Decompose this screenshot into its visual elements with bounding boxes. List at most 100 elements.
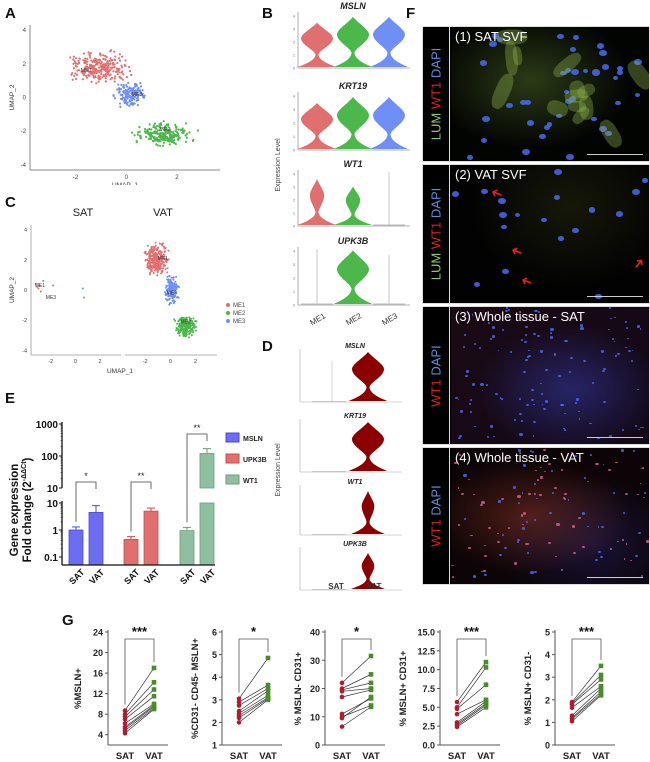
umap-plot-a: 4 2 0 -2 -4 -2 0 2 UMAP_1 UMAP_2 ME1 ME3 ME2	[9, 25, 220, 185]
pair-line	[341, 655, 372, 684]
x-tick: SAT	[178, 567, 198, 587]
x-tick: VAT	[259, 751, 277, 762]
y-tick: 0	[315, 741, 320, 751]
vat-point	[151, 687, 157, 692]
svg-text:2: 2	[293, 199, 295, 203]
svg-text:3: 3	[293, 263, 295, 267]
y-tick: 100	[41, 452, 58, 463]
micrograph-1: LUM WT1 DAPI (1) SAT SVF	[422, 26, 650, 162]
pair-line	[571, 679, 602, 705]
pair-line	[456, 707, 487, 728]
sat-point	[339, 689, 345, 694]
legend-label: WT1	[243, 478, 258, 485]
svg-text:ME1: ME1	[158, 256, 169, 262]
svg-text:-4: -4	[22, 348, 27, 354]
pair-line	[456, 661, 487, 703]
y-tick: 7.5	[422, 684, 435, 694]
bar-chart-e: 1000 100 10 10 1 0.1 Gene expression Fold chang…	[9, 420, 267, 587]
y-tick: 4	[98, 730, 103, 740]
sat-point	[236, 699, 242, 705]
pair-line	[456, 704, 487, 726]
y-tick: 10	[47, 484, 59, 495]
svg-text:4: 4	[293, 250, 295, 254]
gene-title: KRT19	[339, 81, 367, 91]
significance-marker: *	[354, 624, 360, 639]
legend-swatch	[225, 432, 240, 443]
x-tick: VAT	[592, 751, 610, 762]
vat-point	[368, 653, 374, 659]
significance-marker: **	[193, 423, 201, 433]
sat-point	[236, 720, 242, 725]
vat-point	[483, 682, 489, 688]
gene-title: UPK3B	[338, 236, 369, 246]
significance-marker: *	[84, 471, 88, 481]
y-tick: 20	[93, 648, 103, 658]
x-tick: VAT	[477, 751, 495, 762]
svg-text:-2: -2	[48, 359, 53, 365]
pair-line	[124, 695, 155, 720]
significance-marker: ***	[464, 624, 480, 639]
panel-label-b: B	[262, 5, 273, 22]
svg-text:2: 2	[293, 122, 295, 126]
y-axis-label-2: Fold change (2-ΔΔCt)	[21, 457, 34, 562]
micrograph-image: (3) Whole tissue - SAT	[451, 307, 649, 444]
x-tick: SAT	[116, 751, 134, 762]
panel-label-f: F	[406, 5, 416, 22]
panel-label-c: C	[5, 194, 16, 211]
micrograph-caption: (1) SAT SVF	[455, 29, 528, 44]
pair-line	[238, 697, 269, 716]
stain-label: WT1 DAPI	[423, 448, 450, 584]
sat-point	[236, 715, 242, 721]
sat-point	[339, 724, 345, 729]
y-tick: 5	[212, 650, 217, 660]
vat-point	[598, 677, 604, 682]
svg-text:2: 2	[24, 258, 27, 264]
y-tick: 0.0	[422, 741, 435, 751]
y-axis-label: % MSLN+ CD31+	[398, 650, 409, 726]
y-tick: 2	[23, 62, 27, 68]
y-tick: 3	[545, 673, 550, 683]
y-tick: 0	[545, 741, 550, 751]
pair-line	[456, 667, 487, 708]
significance-marker: *	[251, 624, 257, 639]
x-tick: SAT	[448, 751, 466, 762]
y-tick: 1000	[36, 420, 59, 431]
pair-line	[238, 657, 269, 699]
vat-point	[265, 655, 271, 661]
micrograph-caption: (2) VAT SVF	[455, 167, 527, 182]
y-axis-label: Expression Level	[275, 138, 282, 192]
y-tick: 5	[545, 628, 550, 638]
svg-text:0: 0	[293, 67, 295, 71]
pair-line	[571, 693, 602, 720]
y-tick: 20	[310, 684, 320, 694]
x-tick: VAT	[198, 567, 217, 586]
vat-point	[151, 706, 157, 712]
pair-line	[124, 707, 155, 731]
pair-line	[124, 706, 155, 729]
legend-swatch	[225, 453, 240, 464]
y-axis-label: UMAP_2	[9, 277, 16, 303]
sat-point	[454, 706, 460, 712]
svg-text:1: 1	[293, 54, 295, 58]
svg-text:4: 4	[293, 15, 295, 19]
pair-line	[341, 696, 372, 719]
x-tick: VAT	[142, 567, 161, 586]
x-axis-label: UMAP_1	[107, 368, 133, 375]
x-tick: SAT	[230, 751, 248, 762]
bar	[68, 529, 84, 566]
y-tick: 0.1	[44, 553, 58, 564]
panel-label-a: A	[5, 5, 16, 22]
y-tick: 15.0	[417, 628, 435, 638]
svg-text:0: 0	[74, 359, 77, 365]
y-tick: 16	[93, 669, 103, 679]
violin-plot-b: MSLN 0 1 2 3 4 KRT19 0 1 2 3 4 WT1 0 1 2 3 4 UPK3B 0 1 2 3 4 Exp…	[275, 1, 410, 327]
svg-text:ME1: ME1	[35, 283, 46, 289]
red-arrow-icon: ➜	[508, 242, 525, 262]
pair-line	[238, 690, 269, 712]
x-tick: 2	[175, 175, 179, 181]
bar	[123, 538, 139, 566]
x-tick: VAT	[362, 751, 380, 762]
vat-point	[151, 665, 157, 671]
micrograph-image: (4) Whole tissue - VAT	[451, 448, 649, 584]
